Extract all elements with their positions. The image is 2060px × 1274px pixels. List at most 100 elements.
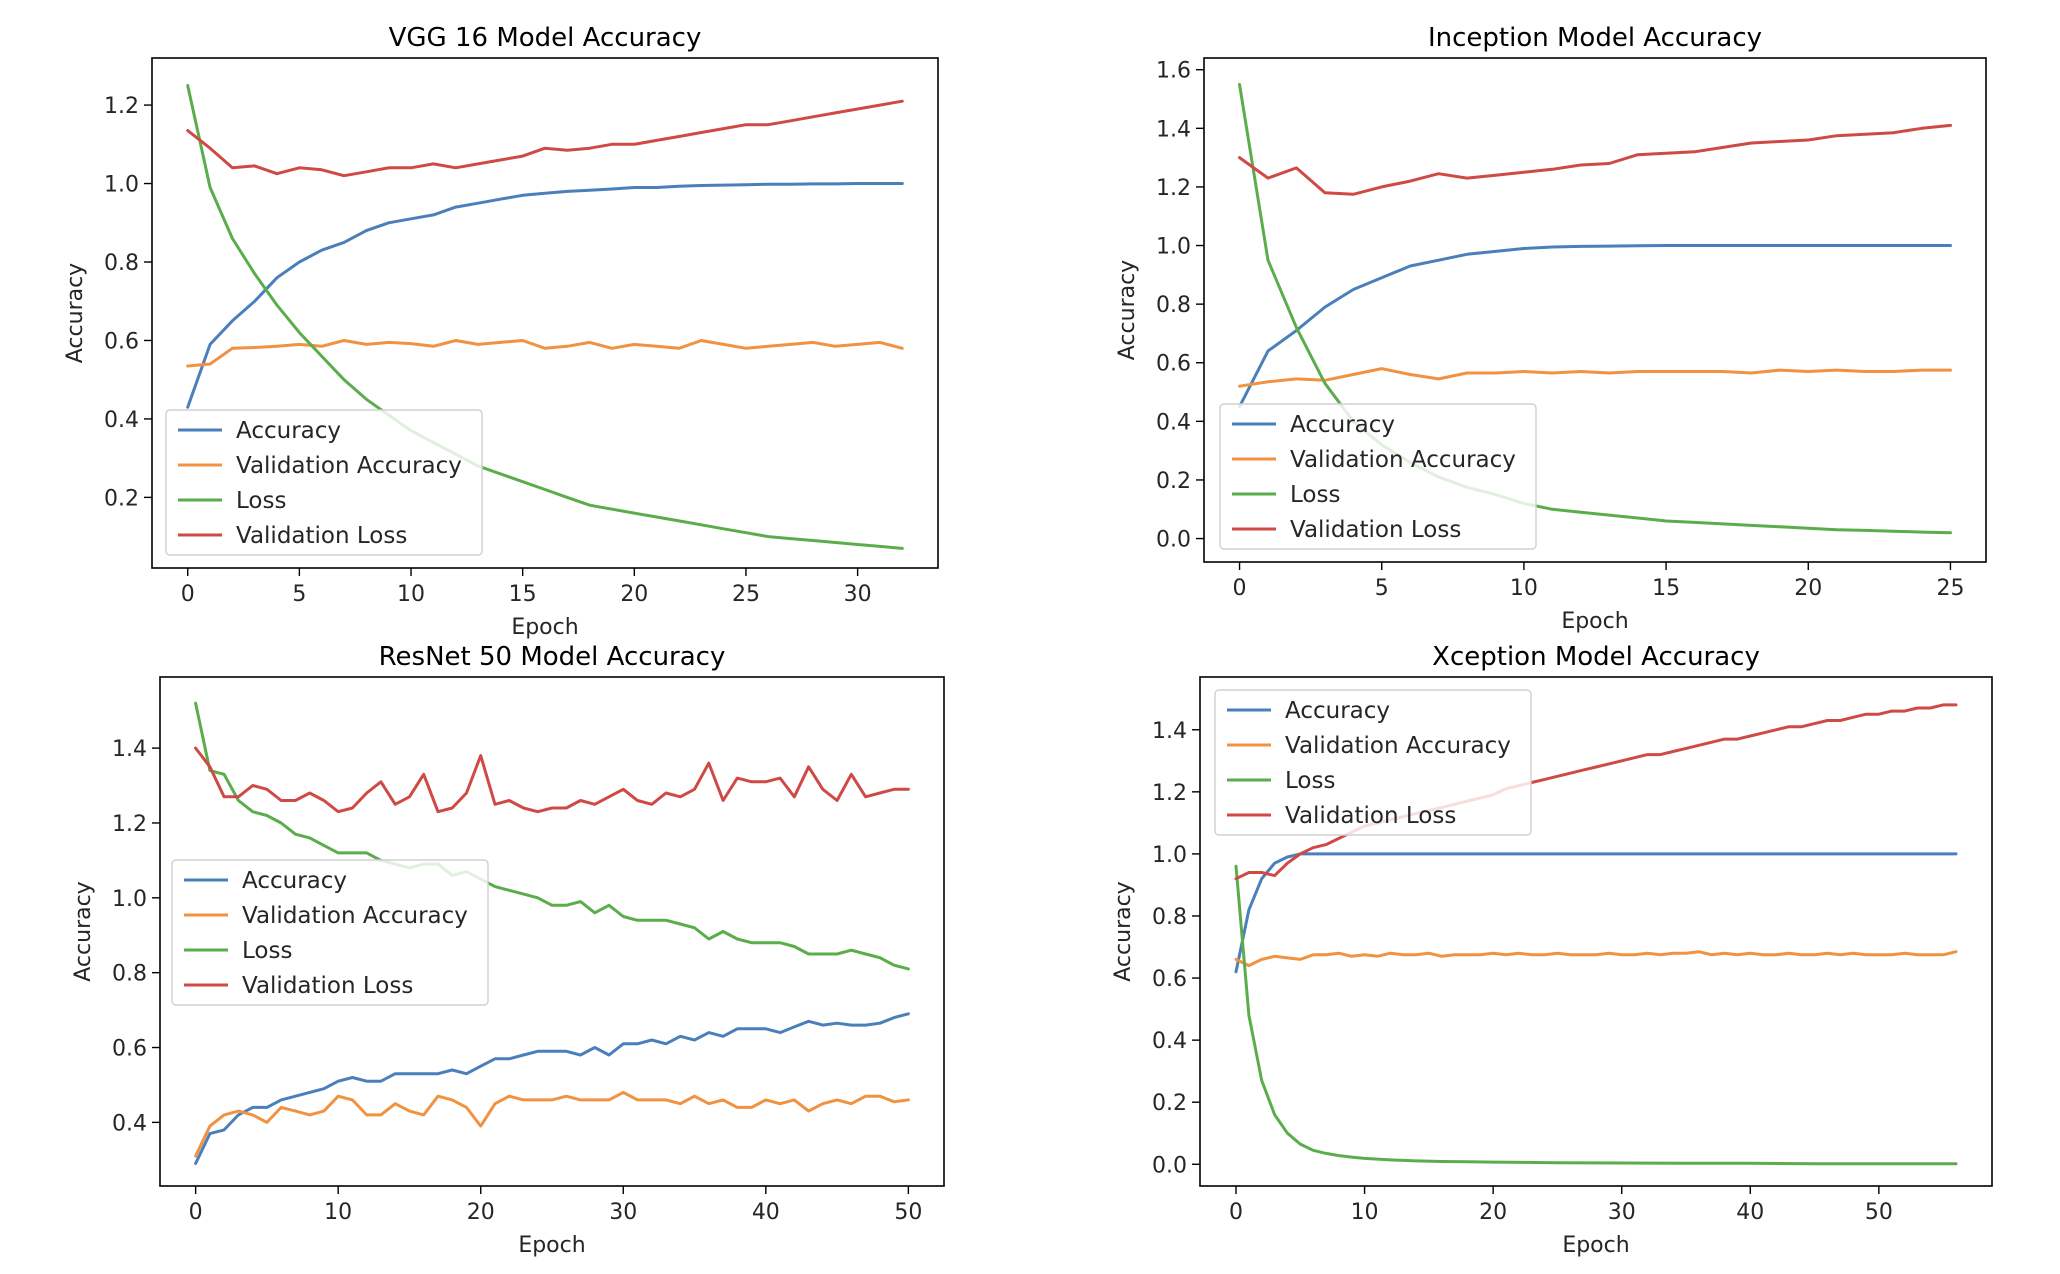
plot-frame	[159, 676, 945, 1187]
plot-frame	[151, 57, 939, 569]
plot-frame	[1199, 676, 1993, 1187]
series-line-loss	[186, 84, 904, 550]
legend-label: Validation Loss	[1290, 517, 1461, 543]
legend-label: Validation Accuracy	[242, 903, 468, 929]
y-tick-label: 1.0	[104, 173, 139, 198]
x-tick-label: 5	[292, 582, 306, 607]
x-tick-label: 25	[732, 582, 760, 607]
legend-label: Accuracy	[1290, 412, 1395, 438]
series-line-validation-loss	[1238, 123, 1952, 196]
y-tick-label: 0.4	[1152, 1029, 1187, 1054]
legend: Accuracy Validation Accuracy Loss Validatio…	[1214, 689, 1532, 836]
y-tick-label: 0.0	[1156, 528, 1191, 553]
legend-box	[171, 859, 489, 1006]
chart-title: Xception Model Accuracy	[1432, 642, 1760, 672]
legend: Accuracy Validation Accuracy Loss Validatio…	[1219, 403, 1537, 550]
y-tick-label: 1.2	[112, 812, 147, 837]
y-axis-label: Accuracy	[1111, 881, 1136, 981]
y-tick-label: 0.0	[1152, 1153, 1187, 1178]
legend-label: Validation Accuracy	[1285, 733, 1511, 759]
series-line-validation-accuracy	[194, 1090, 910, 1158]
legend-label: Loss	[236, 488, 286, 514]
x-tick-label: 20	[467, 1200, 495, 1225]
y-tick-label: 0.4	[1156, 410, 1191, 435]
series-line-validation-accuracy	[186, 339, 904, 368]
y-tick-label: 0.8	[1152, 905, 1187, 930]
y-tick-label: 0.4	[112, 1111, 147, 1136]
x-tick-label: 20	[1479, 1200, 1507, 1225]
x-tick-label: 15	[1652, 576, 1680, 601]
x-tick-label: 0	[1229, 1200, 1243, 1225]
y-tick-label: 0.2	[1156, 469, 1191, 494]
legend: Accuracy Validation Accuracy Loss Validatio…	[165, 409, 483, 556]
legend-box	[1219, 403, 1537, 550]
series-line-accuracy	[1238, 244, 1952, 409]
series-line-accuracy	[194, 1012, 910, 1165]
y-tick-label: 1.0	[1152, 843, 1187, 868]
plot-frame	[1203, 57, 1987, 563]
x-tick-label: 10	[397, 582, 425, 607]
y-axis-label: Accuracy	[71, 881, 96, 981]
y-tick-label: 0.8	[1156, 293, 1191, 318]
x-tick-label: 30	[844, 582, 872, 607]
x-tick-label: 15	[509, 582, 537, 607]
x-tick-label: 40	[752, 1200, 780, 1225]
x-tick-label: 10	[1510, 576, 1538, 601]
legend: Accuracy Validation Accuracy Loss Validatio…	[171, 859, 489, 1006]
x-tick-label: 10	[1351, 1200, 1379, 1225]
y-tick-label: 1.4	[1156, 117, 1191, 142]
series-line-loss	[1234, 864, 1958, 1166]
x-tick-label: 30	[609, 1200, 637, 1225]
x-tick-label: 0	[189, 1200, 203, 1225]
chart-title: ResNet 50 Model Accuracy	[379, 642, 726, 672]
chart-panel-3: 0 10 20 30 40 50 0.4 0.6 0.8 1.0 1.2 1.4 ResNet 50 M…	[71, 642, 945, 1258]
y-tick-label: 1.4	[1152, 719, 1187, 744]
legend-box	[1214, 689, 1532, 836]
x-tick-label: 50	[1865, 1200, 1893, 1225]
x-axis-label: Epoch	[1562, 1233, 1629, 1258]
y-tick-label: 0.2	[104, 486, 139, 511]
x-tick-label: 25	[1936, 576, 1964, 601]
y-axis-label: Accuracy	[1115, 260, 1140, 360]
legend-box	[165, 409, 483, 556]
y-tick-label: 0.4	[104, 408, 139, 433]
series-line-validation-accuracy	[1234, 950, 1958, 968]
legend-label: Accuracy	[242, 868, 347, 894]
x-tick-label: 0	[1233, 576, 1247, 601]
chart-panel-2: 0 5 10 15 20 25 0.0 0.2 0.4 0.6 0.8 1.0 1.2 1.4 1.6 Inc…	[1115, 23, 1987, 634]
y-tick-label: 0.6	[104, 329, 139, 354]
y-tick-label: 0.6	[1156, 352, 1191, 377]
legend-label: Validation Accuracy	[1290, 447, 1516, 473]
y-tick-label: 1.2	[104, 94, 139, 119]
x-tick-label: 50	[894, 1200, 922, 1225]
x-tick-label: 5	[1375, 576, 1389, 601]
x-axis-label: Epoch	[518, 1233, 585, 1258]
series-line-validation-loss	[186, 99, 904, 178]
x-tick-label: 30	[1608, 1200, 1636, 1225]
legend-label: Loss	[242, 938, 292, 964]
chart-panel-1: 0 5 10 15 20 25 30 0.2 0.4 0.6 0.8 1.0 1.2 VGG 16 Mod…	[63, 23, 939, 640]
series-line-accuracy	[186, 182, 904, 409]
x-tick-label: 40	[1736, 1200, 1764, 1225]
y-tick-label: 1.4	[112, 737, 147, 762]
chart-panel-4: 0 10 20 30 40 50 0.0 0.2 0.4 0.6 0.8 1.0 1.2 1.4 Xcept…	[1111, 642, 1993, 1258]
legend-label: Accuracy	[236, 418, 341, 444]
y-tick-label: 0.8	[104, 251, 139, 276]
legend-label: Loss	[1290, 482, 1340, 508]
x-tick-label: 0	[181, 582, 195, 607]
series-line-accuracy	[1234, 852, 1958, 974]
x-axis-label: Epoch	[1561, 609, 1628, 634]
y-tick-label: 1.0	[112, 887, 147, 912]
legend-label: Validation Loss	[236, 523, 407, 549]
x-tick-label: 20	[620, 582, 648, 607]
x-axis-label: Epoch	[511, 615, 578, 640]
y-tick-label: 1.6	[1156, 59, 1191, 84]
series-line-validation-loss	[194, 746, 910, 814]
x-tick-label: 20	[1794, 576, 1822, 601]
y-tick-label: 0.6	[112, 1037, 147, 1062]
series-line-loss	[194, 701, 910, 971]
legend-label: Validation Loss	[242, 973, 413, 999]
y-tick-label: 1.0	[1156, 235, 1191, 260]
legend-label: Validation Accuracy	[236, 453, 462, 479]
y-axis-label: Accuracy	[63, 263, 88, 363]
